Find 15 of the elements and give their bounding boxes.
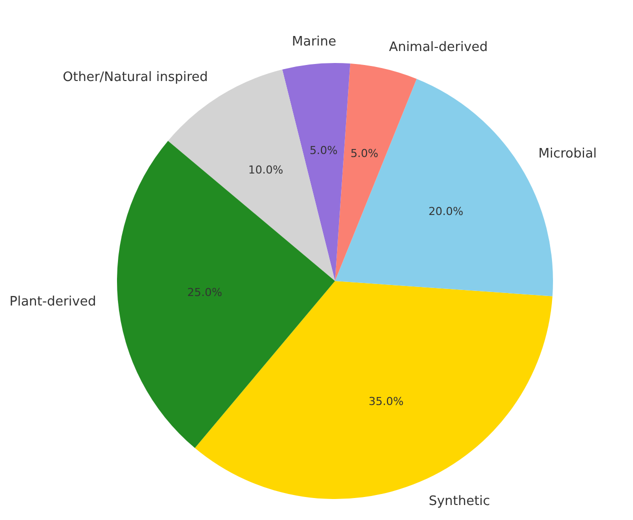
- slice-label: Plant-derived: [10, 294, 96, 310]
- pie-slice: [335, 64, 417, 281]
- data-label: 35.0%: [368, 394, 404, 408]
- data-label: 20.0%: [428, 205, 464, 218]
- data-label: 5.0%: [350, 147, 378, 160]
- data-label: 25.0%: [187, 286, 222, 299]
- pie-slice: [117, 140, 335, 448]
- slice-label: Other/Natural inspired: [62, 70, 208, 86]
- slice-label: Synthetic: [428, 494, 490, 510]
- slice-label: Animal-derived: [388, 40, 488, 55]
- pie-slice: [282, 63, 350, 281]
- data-label: 10.0%: [248, 164, 284, 177]
- slice-label: Marine: [292, 34, 336, 50]
- data-label: 5.0%: [310, 144, 338, 158]
- slice-label: Microbial: [538, 146, 597, 162]
